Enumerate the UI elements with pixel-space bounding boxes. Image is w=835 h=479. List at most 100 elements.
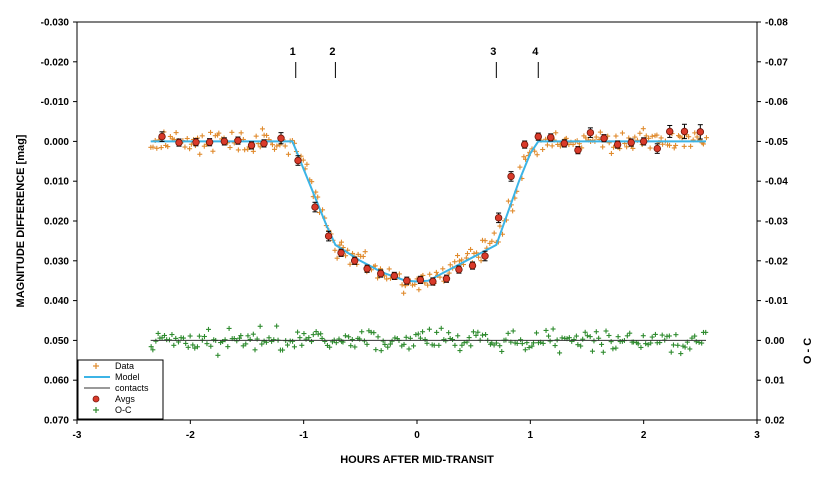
data-point: [425, 282, 431, 288]
data-point: [154, 145, 160, 151]
y-tick-label: 0.070: [44, 416, 69, 427]
data-point: [637, 130, 643, 136]
data-point: [646, 135, 652, 141]
o-c-point: [240, 343, 246, 349]
o-c-point: [670, 342, 676, 348]
o-c-point: [166, 337, 172, 343]
average-point: [653, 143, 661, 154]
o-c-point: [204, 341, 210, 347]
data-point: [269, 142, 275, 148]
o-c-point: [420, 329, 426, 335]
o-c-point: [313, 329, 319, 335]
o-c-point: [546, 333, 552, 339]
data-point: [216, 130, 222, 136]
o-c-point: [226, 325, 232, 331]
contact-label: 3: [490, 46, 496, 58]
data-point: [517, 164, 523, 170]
data-point: [553, 130, 559, 136]
y-tick-label: 0.030: [44, 256, 69, 267]
data-point: [427, 271, 433, 277]
o-c-point: [342, 333, 348, 339]
average-point: [613, 140, 622, 149]
o-c-point: [309, 339, 315, 345]
contact-marker: 2: [329, 46, 336, 78]
o-c-point: [682, 344, 688, 350]
model-line: [150, 140, 706, 283]
o-c-point: [455, 333, 461, 339]
average-point: [403, 276, 411, 285]
o-c-point: [361, 338, 367, 344]
average-point: [627, 138, 635, 147]
data-point: [416, 287, 422, 293]
legend-o-c-marker-icon: [93, 407, 99, 413]
o-c-point: [310, 332, 316, 338]
y2-tick-label: -0.08: [765, 18, 788, 29]
data-point: [510, 208, 516, 214]
average-point: [260, 139, 268, 148]
data-point: [313, 189, 319, 195]
data-point: [482, 238, 488, 244]
o-c-point: [524, 340, 530, 346]
o-c-point: [624, 333, 630, 339]
data-point: [396, 271, 402, 277]
data-point: [272, 146, 278, 152]
data-point: [309, 179, 315, 185]
data-point: [409, 282, 415, 288]
o-c-point: [352, 344, 358, 350]
o-c-point: [192, 345, 198, 351]
o-c-point: [208, 343, 214, 349]
average-point: [696, 124, 705, 140]
x-tick-label: -2: [186, 430, 195, 441]
o-c-point: [371, 330, 377, 336]
data-point: [471, 250, 477, 256]
average-point: [175, 138, 183, 147]
data-point: [433, 269, 439, 275]
data-point: [282, 143, 288, 149]
o-c-point: [692, 333, 698, 339]
data-point: [521, 154, 527, 160]
data-point: [227, 145, 233, 151]
data-point: [208, 129, 214, 135]
o-c-point: [183, 340, 189, 346]
o-c-point: [643, 341, 649, 347]
data-point: [632, 134, 638, 140]
data-point: [384, 276, 390, 282]
o-c-point: [635, 341, 641, 347]
data-point: [647, 145, 653, 151]
average-point: [574, 146, 582, 155]
y-tick-label: 0.050: [44, 336, 69, 347]
o-c-point: [543, 327, 549, 333]
data-point: [692, 130, 698, 136]
data-point: [540, 147, 546, 153]
o-c-point: [153, 338, 159, 344]
legend-data-marker-icon: [93, 363, 99, 369]
y2-tick-label: -0.01: [765, 296, 788, 307]
o-c-point: [483, 332, 489, 338]
o-c-point: [459, 342, 465, 348]
o-c-point: [318, 331, 324, 337]
data-point: [347, 261, 353, 267]
data-point: [459, 257, 465, 263]
y2-axis-title: O - C: [802, 338, 814, 364]
o-c-point: [615, 334, 621, 340]
o-c-point: [589, 348, 595, 354]
data-point: [187, 146, 193, 152]
y-tick-label: -0.010: [41, 97, 70, 108]
contact-marker: 3: [490, 46, 497, 78]
legend-item-o-c: O-C: [93, 405, 132, 415]
o-c-point: [250, 331, 256, 337]
average-point: [234, 136, 242, 145]
o-c-point: [413, 332, 419, 338]
o-c-point: [426, 326, 432, 332]
y-tick-label: 0.040: [44, 296, 69, 307]
legend-label-o-c: O-C: [115, 405, 132, 415]
average-point: [494, 212, 503, 224]
y2-tick-label: -0.05: [765, 137, 788, 148]
data-point: [677, 134, 683, 140]
average-point: [547, 133, 555, 142]
average-point: [363, 264, 371, 273]
data-point: [182, 144, 188, 150]
data-point: [555, 141, 561, 147]
o-c-point: [187, 333, 193, 339]
data-point: [452, 259, 458, 265]
